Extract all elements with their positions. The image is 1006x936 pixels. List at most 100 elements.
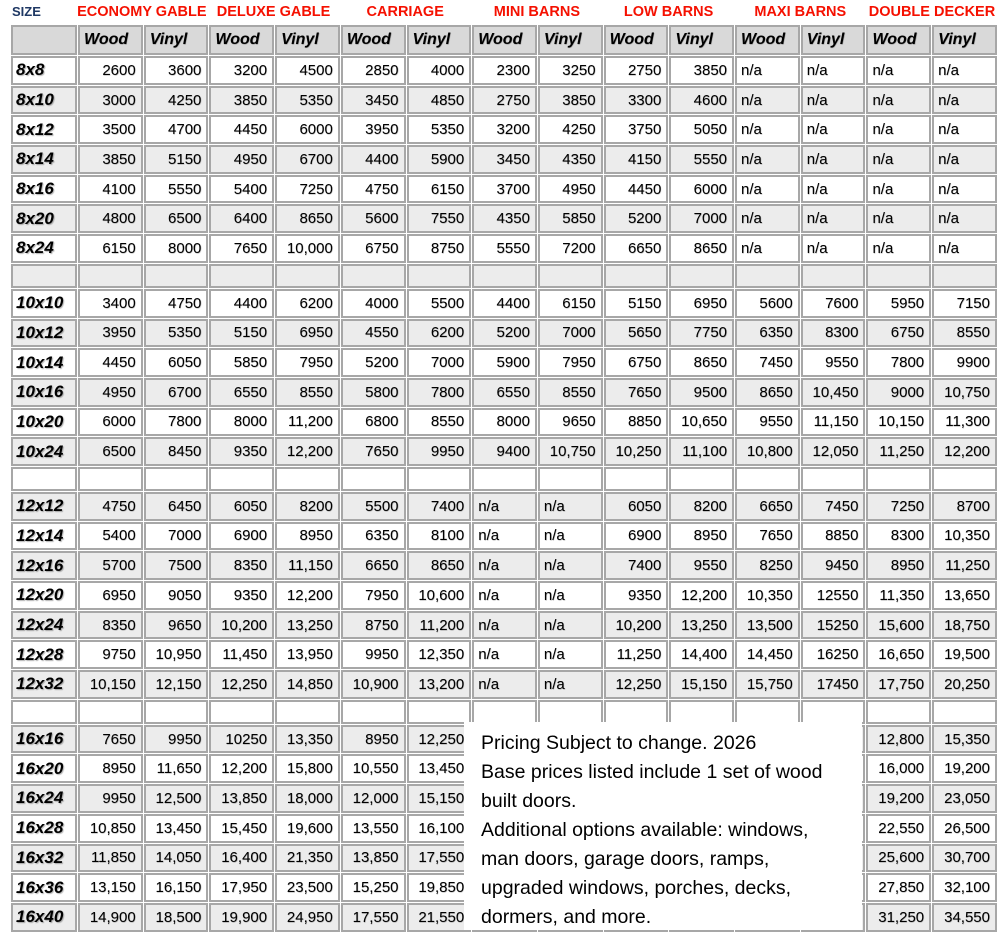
price-cell: 3250 <box>537 56 603 85</box>
price-cell <box>669 699 735 724</box>
row-size-label: 12x14 <box>11 521 77 551</box>
price-cell: 7000 <box>143 521 209 551</box>
price-cell: 7950 <box>537 348 603 377</box>
price-cell <box>275 466 340 491</box>
subheader-vinyl: Vinyl <box>932 25 997 55</box>
price-row: 8x14 3850 5150 4950 6700 4400 5900 3450 4350 4150… <box>11 145 997 174</box>
price-cell: 15,150 <box>406 784 472 813</box>
price-cell: 7400 <box>406 491 472 521</box>
category-header-deluxe-gable: DELUXE GABLE <box>216 4 331 20</box>
price-cell: 5500 <box>340 491 406 521</box>
price-cell: 8000 <box>209 407 275 437</box>
price-cell: 12,150 <box>143 670 209 699</box>
price-cell: n/a <box>537 640 603 670</box>
price-cell: 15,750 <box>735 670 800 699</box>
price-cell: 6550 <box>472 377 537 407</box>
price-cell: 4350 <box>537 145 603 174</box>
price-cell: 9500 <box>669 377 735 407</box>
price-cell: 8550 <box>406 407 472 437</box>
price-cell: 5350 <box>143 318 209 348</box>
price-cell: n/a <box>735 234 800 263</box>
price-cell: 8550 <box>537 377 603 407</box>
price-cell: 19,600 <box>275 813 340 843</box>
price-cell: 4750 <box>340 174 406 204</box>
price-cell: 4000 <box>340 288 406 318</box>
category-header-low-barns: LOW BARNS <box>623 4 714 20</box>
price-cell: 6800 <box>340 407 406 437</box>
row-size-label: 16x32 <box>11 843 77 873</box>
price-cell: 7200 <box>537 234 603 263</box>
row-size-label: 16x24 <box>11 784 77 813</box>
row-size-label: 10x10 <box>11 288 77 318</box>
price-cell: 3850 <box>78 145 143 174</box>
price-cell: 8700 <box>932 491 997 521</box>
price-cell: 4750 <box>78 491 143 521</box>
price-cell: 34,550 <box>932 902 997 932</box>
price-cell: 24,950 <box>275 902 340 932</box>
price-cell: n/a <box>735 56 800 85</box>
price-cell: 12,200 <box>209 754 275 784</box>
price-cell: 6500 <box>143 204 209 234</box>
price-cell: 5600 <box>340 204 406 234</box>
price-cell: 4100 <box>78 174 143 204</box>
price-cell <box>866 466 932 491</box>
subheader-wood: Wood <box>603 25 669 55</box>
price-cell: 17,550 <box>340 902 406 932</box>
row-size-label: 8x20 <box>11 204 77 234</box>
price-cell: 15,800 <box>275 754 340 784</box>
price-cell: 4450 <box>603 174 669 204</box>
price-cell: 13,650 <box>932 581 997 610</box>
price-cell: n/a <box>472 521 537 551</box>
subheader-wood: Wood <box>866 25 932 55</box>
row-size-label: 16x16 <box>11 724 77 754</box>
price-cell: 10,600 <box>406 581 472 610</box>
price-cell: 7500 <box>143 551 209 580</box>
row-size-label: 16x36 <box>11 873 77 902</box>
price-cell: 9950 <box>78 784 143 813</box>
subheader-wood: Wood <box>472 25 537 55</box>
price-cell: 3600 <box>143 56 209 85</box>
price-cell: 8550 <box>932 318 997 348</box>
price-cell: n/a <box>866 204 932 234</box>
price-cell: 10,750 <box>537 437 603 466</box>
price-cell: 2600 <box>78 56 143 85</box>
price-row: 10x10 3400 4750 4400 6200 4000 5500 4400 6150 515… <box>11 288 997 318</box>
price-cell: 10,200 <box>209 610 275 640</box>
note-line: man doors, garage doors, ramps, <box>481 848 770 870</box>
price-cell: 18,500 <box>143 902 209 932</box>
price-cell: n/a <box>472 491 537 521</box>
price-cell: n/a <box>735 85 800 115</box>
price-cell: n/a <box>537 610 603 640</box>
price-cell: 4700 <box>143 115 209 145</box>
subheader-vinyl: Vinyl <box>406 25 472 55</box>
price-cell: 9550 <box>735 407 800 437</box>
row-size-label: 12x28 <box>11 640 77 670</box>
price-cell: 5150 <box>603 288 669 318</box>
price-cell: 4600 <box>669 85 735 115</box>
price-row: 10x24 6500 8450 9350 12,200 7650 9950 9400 10,75… <box>11 437 997 466</box>
price-row: 8x12 3500 4700 4450 6000 3950 5350 3200 4250 3750… <box>11 115 997 145</box>
price-cell: 19,850 <box>406 873 472 902</box>
price-cell: 2300 <box>472 56 537 85</box>
price-cell: n/a <box>472 670 537 699</box>
price-cell <box>472 466 537 491</box>
price-cell: 8850 <box>603 407 669 437</box>
price-cell: n/a <box>866 85 932 115</box>
price-cell: 9650 <box>143 610 209 640</box>
price-cell: 4950 <box>78 377 143 407</box>
price-cell: 13,850 <box>209 784 275 813</box>
price-cell: 13,350 <box>275 724 340 754</box>
price-row: 12x16 5700 7500 8350 11,150 6650 8650 n/a n/a 740… <box>11 551 997 580</box>
price-cell: 5850 <box>209 348 275 377</box>
price-cell: 4950 <box>537 174 603 204</box>
price-cell: 18,750 <box>932 610 997 640</box>
category-header-maxi-barns: MAXI BARNS <box>754 4 847 20</box>
price-cell: 21,550 <box>406 902 472 932</box>
price-cell: n/a <box>537 581 603 610</box>
price-cell: 8200 <box>669 491 735 521</box>
price-cell: 4400 <box>472 288 537 318</box>
price-cell: 13,850 <box>340 843 406 873</box>
price-cell: 4400 <box>340 145 406 174</box>
price-cell: 6000 <box>78 407 143 437</box>
price-cell: 9050 <box>143 581 209 610</box>
